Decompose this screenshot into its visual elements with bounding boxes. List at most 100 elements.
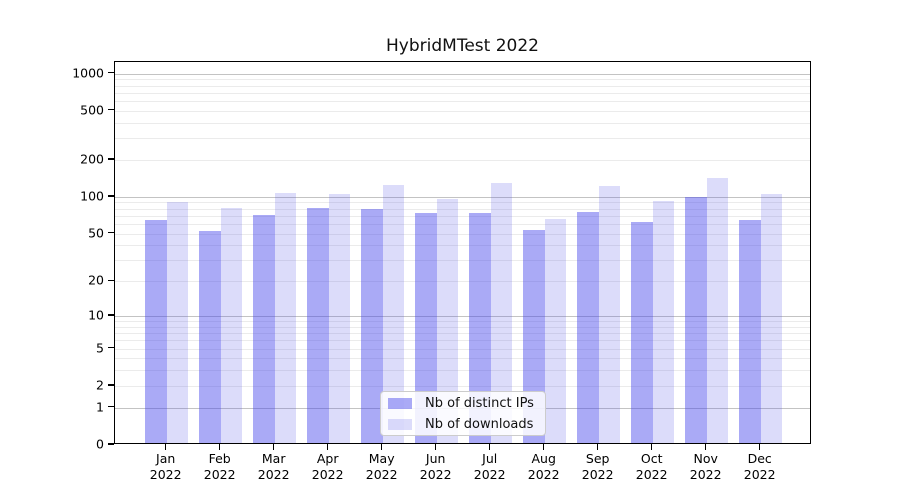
x-tick-mark	[651, 444, 653, 450]
gridline-minor	[115, 110, 810, 112]
x-tick-label: Sep 2022	[581, 451, 614, 482]
x-tick-label: Nov 2022	[689, 451, 722, 482]
bar	[361, 209, 383, 443]
gridline-minor	[115, 159, 810, 161]
bar	[544, 219, 567, 443]
legend: Nb of distinct IPs Nb of downloads	[380, 391, 546, 436]
y-tick-label: 200	[80, 151, 104, 167]
bar	[415, 213, 437, 443]
gridline-minor	[115, 326, 810, 328]
x-tick-label: Aug 2022	[527, 451, 560, 482]
x-tick-mark	[543, 444, 545, 450]
gridline-major	[115, 316, 810, 318]
legend-item: Nb of downloads	[388, 417, 535, 432]
bar	[166, 202, 189, 443]
y-tick-mark	[108, 406, 114, 408]
y-tick-mark	[108, 71, 114, 74]
x-tick-mark	[165, 444, 167, 450]
y-tick-mark	[108, 195, 114, 197]
bar	[382, 185, 405, 443]
bar	[577, 212, 599, 443]
y-tick-label: 1000	[72, 65, 104, 81]
gridline-major	[115, 196, 810, 198]
bar	[145, 220, 167, 443]
gridline-minor	[115, 208, 810, 210]
bar	[307, 208, 329, 443]
x-tick-mark	[327, 444, 329, 450]
y-tick-mark	[108, 109, 114, 111]
x-tick-mark	[759, 444, 761, 450]
gridline-minor	[115, 138, 810, 140]
bar	[490, 182, 513, 443]
x-tick-label: Oct 2022	[635, 451, 668, 482]
bar	[199, 230, 221, 443]
bar	[598, 185, 621, 443]
y-tick-label: 0	[96, 436, 104, 452]
legend-swatch	[388, 418, 412, 430]
x-tick-label: Feb 2022	[203, 451, 236, 482]
bar	[631, 221, 653, 443]
gridline-minor	[115, 100, 810, 102]
y-tick-label: 100	[80, 188, 104, 204]
legend-label: Nb of downloads	[425, 416, 534, 432]
bar	[706, 177, 729, 443]
bar	[253, 215, 275, 443]
gridline-minor	[115, 370, 810, 372]
bar	[274, 193, 297, 443]
bar	[685, 196, 707, 443]
bar	[436, 199, 459, 443]
gridline-minor	[115, 202, 810, 204]
y-tick-mark	[108, 279, 114, 281]
y-tick-label: 500	[80, 102, 104, 118]
gridline-minor	[115, 79, 810, 81]
x-tick-label: Dec 2022	[743, 451, 776, 482]
legend-label: Nb of distinct IPs	[425, 395, 534, 411]
gridline-minor	[115, 223, 810, 225]
y-tick-mark	[108, 384, 114, 386]
gridline-minor	[115, 281, 810, 283]
x-tick-label: Jan 2022	[149, 451, 182, 482]
x-tick-mark	[435, 444, 437, 450]
y-tick-label: 5	[96, 340, 104, 356]
y-tick-mark	[108, 346, 114, 349]
y-tick-mark	[108, 443, 114, 445]
gridline-minor	[115, 358, 810, 360]
bar	[760, 194, 783, 443]
x-tick-label: Jul 2022	[473, 451, 506, 482]
x-tick-label: May 2022	[365, 451, 398, 482]
bar	[220, 208, 243, 443]
gridline-minor	[115, 245, 810, 247]
bar	[328, 193, 351, 443]
gridline-major	[115, 73, 810, 75]
plot-area	[114, 61, 811, 444]
legend-item: Nb of distinct IPs	[388, 396, 535, 411]
gridline-minor	[115, 340, 810, 342]
x-tick-label: Apr 2022	[311, 451, 344, 482]
y-tick-label: 2	[96, 377, 104, 393]
legend-swatch	[388, 397, 412, 409]
x-tick-mark	[381, 444, 383, 450]
gridline-minor	[115, 92, 810, 94]
bar	[739, 220, 761, 443]
y-tick-label: 1	[96, 399, 104, 415]
y-tick-mark	[108, 314, 114, 316]
gridline-minor	[115, 122, 810, 124]
gridline-minor	[115, 215, 810, 217]
y-tick-label: 10	[88, 307, 104, 323]
gridline-minor	[115, 333, 810, 335]
gridline-minor	[115, 385, 810, 387]
y-tick-label: 50	[88, 225, 104, 241]
x-tick-mark	[597, 444, 599, 450]
gridline-minor	[115, 348, 810, 350]
gridline-minor	[115, 321, 810, 323]
y-tick-mark	[108, 158, 114, 160]
y-tick-label: 20	[88, 272, 104, 288]
bar	[523, 229, 545, 443]
x-tick-mark	[219, 444, 221, 450]
x-tick-label: Mar 2022	[257, 451, 290, 482]
x-tick-mark	[489, 444, 491, 450]
bar	[652, 201, 675, 443]
gridline-minor	[115, 85, 810, 87]
gridline-minor	[115, 260, 810, 262]
